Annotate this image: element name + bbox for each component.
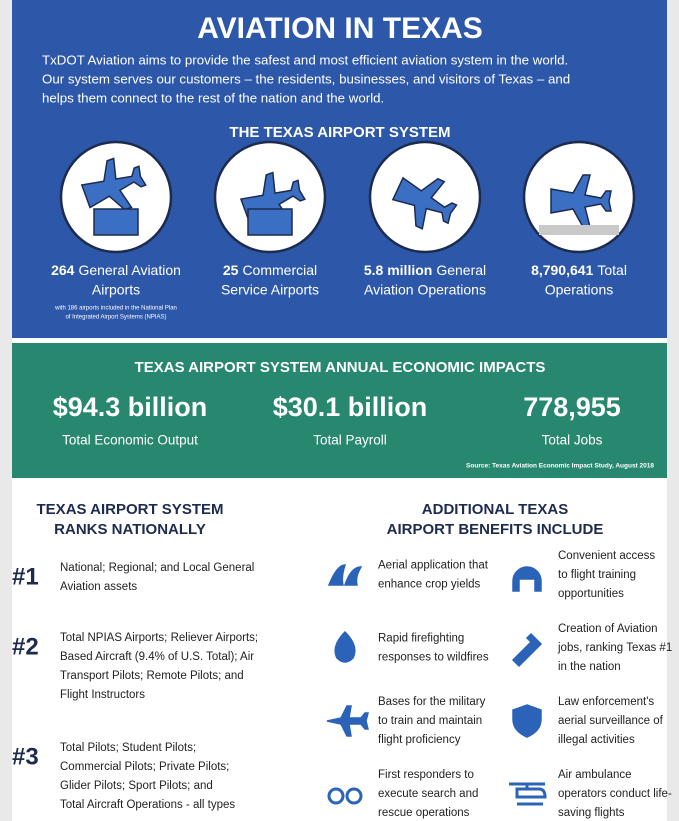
section-title: THE TEXAS AIRPORT SYSTEM bbox=[229, 124, 450, 141]
intro-line: helps them connect to the rest of the na… bbox=[42, 91, 384, 106]
benefits-title: ADDITIONAL TEXAS bbox=[422, 501, 568, 518]
stat-line: Operations bbox=[545, 282, 613, 298]
benefit-line: execute search and bbox=[378, 788, 478, 800]
rank: #2 bbox=[12, 633, 39, 660]
rank-line: Commercial Pilots; Private Pilots; bbox=[60, 761, 229, 773]
impact-value: $94.3 billion bbox=[53, 392, 208, 422]
rank-line: Based Aircraft (9.4% of U.S. Total); Air bbox=[60, 651, 254, 663]
benefits-title: AIRPORT BENEFITS INCLUDE bbox=[387, 521, 604, 538]
impact-label: Total Payroll bbox=[313, 433, 387, 448]
page: { "header": { "title": "AVIATION IN TEXA… bbox=[0, 0, 679, 821]
benefit-line: responses to wildfires bbox=[378, 652, 489, 664]
stat-number: 5.8 million bbox=[364, 262, 432, 278]
stat-icon bbox=[215, 142, 325, 252]
benefit-line: in the nation bbox=[558, 661, 621, 673]
stat-icon bbox=[61, 142, 171, 252]
impact-value: 778,955 bbox=[523, 392, 621, 422]
rank-line: Aviation assets bbox=[60, 581, 137, 593]
benefit-line: Creation of Aviation bbox=[558, 623, 658, 635]
benefit-line: to train and maintain bbox=[378, 715, 482, 727]
rankings-title: RANKS NATIONALLY bbox=[54, 521, 206, 538]
benefit-line: rescue operations bbox=[378, 807, 470, 819]
stat-line: Airports bbox=[92, 282, 140, 298]
benefit-line: Aerial application that bbox=[378, 560, 489, 572]
rankings-title: TEXAS AIRPORT SYSTEM bbox=[37, 501, 224, 518]
intro-line: Our system serves our customers – the re… bbox=[42, 72, 570, 87]
page-title: AVIATION IN TEXAS bbox=[197, 12, 483, 45]
rank-line: Total NPIAS Airports; Reliever Airports; bbox=[60, 632, 258, 644]
building-glyph bbox=[248, 209, 292, 235]
benefit-line: jobs, ranking Texas #1 bbox=[557, 642, 672, 654]
benefit-line: Bases for the military bbox=[378, 696, 486, 708]
benefit-line: operators conduct life- bbox=[558, 788, 672, 800]
intro-line: TxDOT Aviation aims to provide the safes… bbox=[42, 53, 568, 68]
source-note: Source: Texas Aviation Economic Impact S… bbox=[466, 463, 654, 470]
benefit-line: flight proficiency bbox=[378, 734, 461, 746]
benefit-line: Rapid firefighting bbox=[378, 633, 464, 645]
infographic: AVIATION IN TEXAS THE TEXAS AIRPORT SYST… bbox=[0, 0, 679, 821]
rank-line: Flight Instructors bbox=[60, 689, 145, 701]
rank-line: Glider Pilots; Sport Pilots; and bbox=[60, 780, 213, 792]
stat-label: Total bbox=[597, 262, 627, 278]
stat-icon bbox=[370, 142, 480, 252]
impact-value: $30.1 billion bbox=[273, 392, 428, 422]
benefit-line: Convenient access bbox=[558, 550, 655, 562]
rank-line: Total Aircraft Operations - all types bbox=[60, 799, 235, 811]
rank-line: National; Regional; and Local General bbox=[60, 562, 254, 574]
stat-label: General bbox=[436, 262, 486, 278]
stat-line: Aviation Operations bbox=[364, 282, 486, 298]
benefit-line: Air ambulance bbox=[558, 769, 632, 781]
rank: #1 bbox=[12, 563, 39, 590]
benefit-line: illegal activities bbox=[558, 734, 635, 746]
benefit-line: saving flights bbox=[558, 807, 625, 819]
section-title: TEXAS AIRPORT SYSTEM ANNUAL ECONOMIC IMP… bbox=[135, 359, 546, 376]
benefit-line: Law enforcement's bbox=[558, 696, 654, 708]
stat-icon bbox=[524, 142, 634, 252]
impact-label: Total Economic Output bbox=[62, 433, 198, 448]
stat-label: Commercial bbox=[242, 262, 317, 278]
rank-line: Total Pilots; Student Pilots; bbox=[60, 742, 196, 754]
benefit-line: enhance crop yields bbox=[378, 579, 481, 591]
impact-label: Total Jobs bbox=[542, 433, 603, 448]
building-glyph bbox=[94, 209, 138, 235]
stat-number: 8,790,641 bbox=[531, 262, 593, 278]
runway-glyph bbox=[539, 225, 619, 235]
stat-note: of Integrated Airport Systems (NPIAS) bbox=[65, 315, 166, 321]
benefit-line: to flight training bbox=[558, 569, 636, 581]
stat-number: 264 bbox=[51, 262, 75, 278]
stat-label: General Aviation bbox=[78, 262, 180, 278]
benefit-line: opportunities bbox=[558, 588, 624, 600]
stat-note: with 186 airports included in the Nation… bbox=[54, 306, 177, 312]
stat-number: 25 bbox=[223, 262, 239, 278]
rank-line: Transport Pilots; Remote Pilots; and bbox=[60, 670, 244, 682]
benefit-line: First responders to bbox=[378, 769, 474, 781]
stat-line: Service Airports bbox=[221, 282, 319, 298]
benefit-line: aerial surveillance of bbox=[558, 715, 664, 727]
rank: #3 bbox=[12, 743, 39, 770]
